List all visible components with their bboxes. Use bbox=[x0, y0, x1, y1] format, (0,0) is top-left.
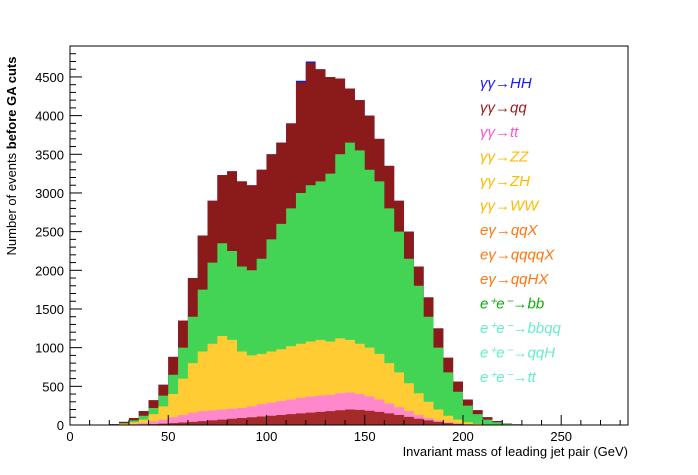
legend-entry: γγ→ZH bbox=[480, 173, 530, 190]
series-area-5 bbox=[109, 409, 542, 425]
legend-entry: γγ→WW bbox=[480, 198, 540, 215]
y-tick-label: 4000 bbox=[35, 109, 64, 124]
y-tick-label: 4500 bbox=[35, 70, 64, 85]
legend-entry: γγ→qq bbox=[480, 100, 527, 117]
legend-entry: γγ→tt bbox=[480, 124, 519, 141]
series-area-3 bbox=[109, 336, 542, 425]
x-tick-label: 200 bbox=[452, 429, 474, 444]
legend-entry: e⁺e⁻→tt bbox=[480, 369, 537, 386]
y-tick-label: 1000 bbox=[35, 341, 64, 356]
y-axis-label-prefix: Number of events bbox=[4, 149, 19, 255]
legend: γγ→HH γγ→qq γγ→tt γγ→ZZ γγ→ZH γγ→WW eγ→qqX eγ→q… bbox=[480, 75, 562, 386]
legend-entry: eγ→qqHX bbox=[480, 271, 549, 288]
legend-entry: e⁺e⁻→bb bbox=[480, 296, 544, 313]
axis-layer: 0 50 100 150 200 2500500100015002000250030003… bbox=[35, 45, 629, 444]
y-axis-label-bold: before GA cuts bbox=[4, 57, 19, 150]
plot-frame bbox=[69, 45, 629, 426]
x-tick-label: 250 bbox=[550, 429, 572, 444]
legend-entry: γγ→HH bbox=[480, 75, 532, 92]
x-tick-label: 100 bbox=[256, 429, 278, 444]
x-axis-label: Invariant mass of leading jet pair (GeV) bbox=[403, 444, 628, 459]
x-tick-label: 150 bbox=[354, 429, 376, 444]
y-tick-label: 3000 bbox=[35, 186, 64, 201]
y-tick-label: 0 bbox=[57, 418, 64, 433]
y-tick-label: 2500 bbox=[35, 225, 64, 240]
y-tick-label: 500 bbox=[42, 379, 64, 394]
series-layer bbox=[109, 61, 542, 426]
legend-entry: e⁺e⁻→bbqq bbox=[480, 320, 562, 337]
x-tick-label: 0 bbox=[66, 429, 73, 444]
legend-entry: γγ→ZZ bbox=[480, 149, 529, 166]
legend-entry: eγ→qqqqX bbox=[480, 247, 555, 264]
y-axis-label: Number of events before GA cuts bbox=[4, 57, 19, 256]
series-area-4 bbox=[109, 392, 542, 425]
x-tick-label: 50 bbox=[161, 429, 175, 444]
y-tick-label: 1500 bbox=[35, 302, 64, 317]
y-tick-label: 2000 bbox=[35, 263, 64, 278]
y-tick-label: 3500 bbox=[35, 147, 64, 162]
legend-entry: eγ→qqX bbox=[480, 222, 539, 239]
legend-entry: e⁺e⁻→qqH bbox=[480, 345, 555, 362]
